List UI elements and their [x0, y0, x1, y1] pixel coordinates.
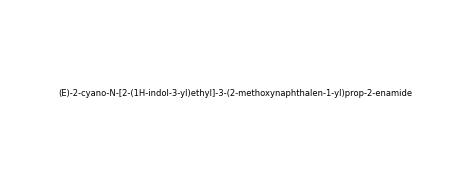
- Text: (E)-2-cyano-N-[2-(1H-indol-3-yl)ethyl]-3-(2-methoxynaphthalen-1-yl)prop-2-enamid: (E)-2-cyano-N-[2-(1H-indol-3-yl)ethyl]-3…: [58, 89, 412, 99]
